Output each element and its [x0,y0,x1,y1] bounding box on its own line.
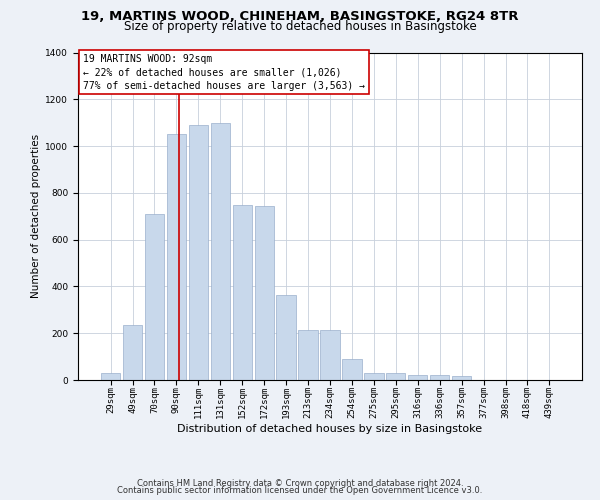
Bar [298,330,318,380]
Text: Contains HM Land Registry data © Crown copyright and database right 2024.: Contains HM Land Registry data © Crown c… [137,478,463,488]
Bar [430,376,449,380]
Text: 19 MARTINS WOOD: 92sqm
← 22% of detached houses are smaller (1,026)
77% of semi-: 19 MARTINS WOOD: 92sqm ← 22% of detached… [83,54,365,90]
Bar [408,376,427,380]
Bar [233,204,252,380]
Bar [101,373,120,380]
X-axis label: Distribution of detached houses by size in Basingstoke: Distribution of detached houses by size … [178,424,482,434]
Bar [254,206,274,380]
Bar [188,125,208,380]
Text: Contains public sector information licensed under the Open Government Licence v3: Contains public sector information licen… [118,486,482,495]
Text: 19, MARTINS WOOD, CHINEHAM, BASINGSTOKE, RG24 8TR: 19, MARTINS WOOD, CHINEHAM, BASINGSTOKE,… [81,10,519,23]
Y-axis label: Number of detached properties: Number of detached properties [31,134,41,298]
Bar [277,294,296,380]
Bar [320,330,340,380]
Bar [342,359,362,380]
Bar [364,373,383,380]
Bar [167,134,186,380]
Bar [145,214,164,380]
Bar [211,122,230,380]
Bar [386,373,406,380]
Bar [123,325,142,380]
Bar [452,376,472,380]
Text: Size of property relative to detached houses in Basingstoke: Size of property relative to detached ho… [124,20,476,33]
